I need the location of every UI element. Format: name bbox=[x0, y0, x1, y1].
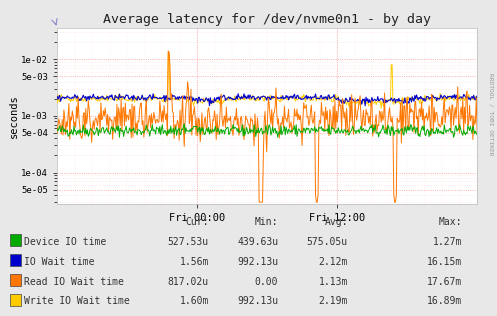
Text: 527.53u: 527.53u bbox=[167, 237, 209, 247]
Text: 1.27m: 1.27m bbox=[433, 237, 462, 247]
Text: 439.63u: 439.63u bbox=[237, 237, 278, 247]
Text: 817.02u: 817.02u bbox=[167, 276, 209, 287]
Text: 16.89m: 16.89m bbox=[427, 296, 462, 307]
Text: 575.05u: 575.05u bbox=[307, 237, 348, 247]
Text: 0.00: 0.00 bbox=[255, 276, 278, 287]
Text: 1.60m: 1.60m bbox=[179, 296, 209, 307]
Text: 16.15m: 16.15m bbox=[427, 257, 462, 267]
Text: IO Wait time: IO Wait time bbox=[24, 257, 94, 267]
Text: Read IO Wait time: Read IO Wait time bbox=[24, 276, 124, 287]
Text: 17.67m: 17.67m bbox=[427, 276, 462, 287]
Text: 1.13m: 1.13m bbox=[319, 276, 348, 287]
Text: Min:: Min: bbox=[255, 217, 278, 227]
Y-axis label: seconds: seconds bbox=[8, 94, 18, 138]
Text: RRDTOOL / TOBI OETIKER: RRDTOOL / TOBI OETIKER bbox=[489, 72, 494, 155]
Text: 992.13u: 992.13u bbox=[237, 257, 278, 267]
Text: 1.56m: 1.56m bbox=[179, 257, 209, 267]
Title: Average latency for /dev/nvme0n1 - by day: Average latency for /dev/nvme0n1 - by da… bbox=[103, 13, 431, 26]
Text: Device IO time: Device IO time bbox=[24, 237, 106, 247]
Text: 992.13u: 992.13u bbox=[237, 296, 278, 307]
Text: 2.12m: 2.12m bbox=[319, 257, 348, 267]
Text: Max:: Max: bbox=[439, 217, 462, 227]
Text: 2.19m: 2.19m bbox=[319, 296, 348, 307]
Text: Avg:: Avg: bbox=[325, 217, 348, 227]
Text: Cur:: Cur: bbox=[185, 217, 209, 227]
Text: Write IO Wait time: Write IO Wait time bbox=[24, 296, 130, 307]
